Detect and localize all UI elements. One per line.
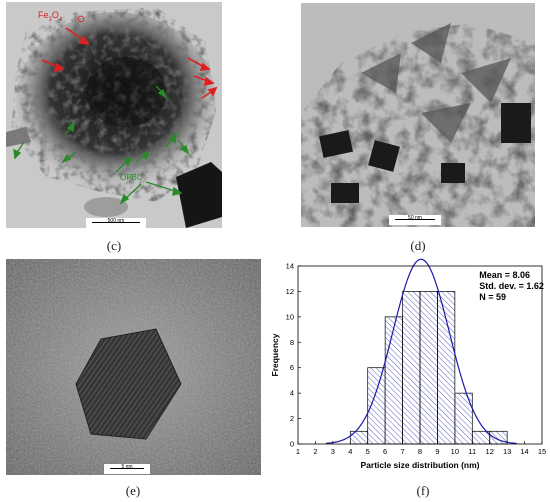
scale-bar-c: 500 nm [86,218,146,228]
scale-bar-e: 5 nm [104,464,150,474]
stat-std-dev: Std. dev. = 1.62 [479,281,544,291]
opbc-arrows [13,85,190,205]
tem-micrograph-c: Fe3O4 OPBC [6,2,222,228]
x-axis-label: Particle size distribution (nm) [360,460,479,470]
y-tick-label: 2 [290,414,294,423]
x-tick-label: 4 [348,447,352,456]
hrtem-micrograph-e [6,259,261,475]
y-tick-label: 6 [290,363,294,372]
x-tick-label: 7 [400,447,404,456]
x-tick-label: 6 [383,447,387,456]
x-tick-label: 9 [435,447,439,456]
histogram-bar-5 [437,291,456,445]
x-tick-label: 5 [366,447,370,456]
caption-f: (f) [416,483,430,498]
stat-n: N = 59 [479,292,506,302]
stat-mean: Mean = 8.06 [479,270,530,280]
hrtem-image-e: 5 nm [6,259,261,475]
histogram-bar-2 [384,316,403,445]
x-tick-label: 1 [296,447,300,456]
histogram-bar-4 [419,291,438,445]
scale-bar-d: 50 nm [389,215,441,225]
x-tick-label: 2 [313,447,317,456]
x-tick-label: 3 [331,447,335,456]
tem-image-c: Fe3O4 OPBC 500 nm [6,2,222,228]
histogram-bar-3 [402,291,421,445]
caption-e: (e) [125,483,141,498]
gaussian-fit-curve [325,258,517,445]
caption-d: (d) [410,238,426,253]
opbc-label: OPBC [120,173,143,182]
caption-c: (c) [106,238,122,253]
x-tick-label: 8 [418,447,422,456]
y-tick-label: 14 [286,262,294,271]
x-tick-label: 11 [468,447,476,456]
fe3o4-marker-icon [77,15,85,23]
x-tick-label: 10 [451,447,459,456]
x-tick-label: 12 [486,447,494,456]
x-tick-label: 14 [520,447,528,456]
y-axis-label: Frequency [270,333,280,376]
tem-image-d: 50 nm [301,3,535,227]
x-tick-label: 13 [503,447,511,456]
tem-micrograph-d [301,3,535,227]
y-tick-label: 10 [286,312,294,321]
y-tick-label: 4 [290,389,294,398]
histogram-bar-7 [471,430,491,445]
fe3o4-arrows [41,27,218,99]
fe3o4-label: Fe3O4 [38,10,63,23]
y-tick-label: 8 [290,338,294,347]
x-tick-label: 15 [538,447,546,456]
y-tick-label: 0 [290,440,294,449]
y-tick-label: 12 [286,287,294,296]
